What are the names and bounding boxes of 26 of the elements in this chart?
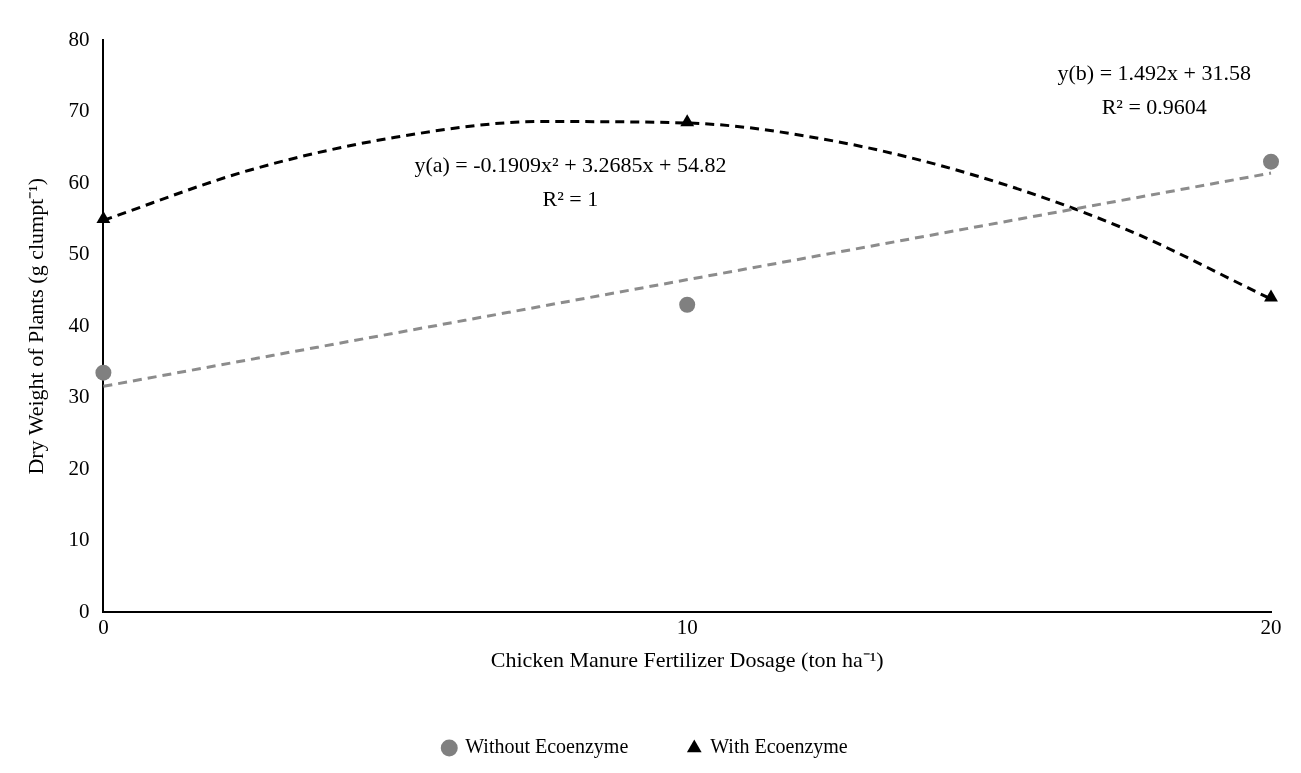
y-tick-label: 20 — [68, 455, 90, 480]
y-tick-label: 60 — [68, 169, 90, 194]
legend-label: Without Ecoenzyme — [465, 735, 629, 759]
annotation: y(a) = -0.1909x² + 3.2685x + 54.82 — [414, 151, 727, 177]
point — [95, 364, 112, 381]
y-tick-label: 30 — [68, 384, 90, 409]
x-axis-title: Chicken Manure Fertilizer Dosage (ton ha⁻¹) — [490, 646, 884, 672]
y-tick-label: 10 — [68, 527, 90, 552]
y-tick-label: 40 — [68, 312, 90, 337]
y-axis-title: Dry Weight of Plants (g clumpt⁻¹) — [22, 177, 48, 475]
x-tick-label: 10 — [676, 614, 698, 639]
y-tick-label: 70 — [68, 98, 90, 123]
point — [1263, 153, 1279, 170]
point — [680, 114, 695, 127]
annotation: R² = 0.9604 — [1101, 94, 1207, 120]
annotation: R² = 1 — [542, 186, 599, 212]
y-tick-label: 0 — [78, 598, 90, 623]
y-tick-label: 80 — [68, 26, 90, 51]
annotation: y(b) = 1.492x + 31.58 — [1057, 60, 1251, 86]
legend-label: With Ecoenzyme — [710, 735, 848, 759]
point — [1264, 289, 1278, 302]
y-tick-label: 50 — [68, 241, 90, 266]
x-tick-label: 20 — [1260, 614, 1282, 639]
point — [679, 296, 696, 313]
point — [96, 210, 111, 223]
x-tick-label: 0 — [98, 614, 109, 639]
